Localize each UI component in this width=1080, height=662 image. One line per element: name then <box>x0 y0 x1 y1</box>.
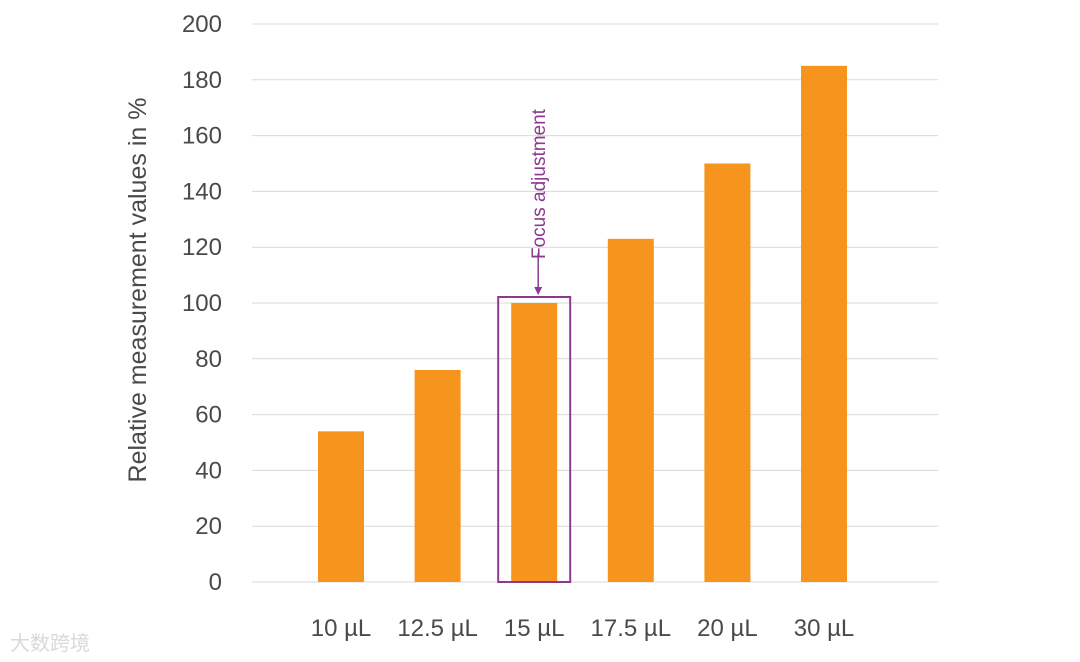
annotation: Focus adjustment <box>497 108 572 583</box>
y-tick-labels: 0 20 40 60 80 100 120 140 160 180 200 <box>182 11 222 596</box>
annotation-arrow-head <box>534 287 543 295</box>
y-tick-label: 60 <box>195 402 222 429</box>
bars <box>318 65 847 583</box>
y-tick-label: 180 <box>182 67 222 94</box>
y-tick-label: 20 <box>195 513 222 540</box>
watermark-text: 大数跨境 <box>10 631 90 655</box>
bar <box>511 303 558 582</box>
y-tick-label: 40 <box>195 457 222 484</box>
bar <box>414 369 461 582</box>
y-tick-label: 120 <box>182 234 222 261</box>
annotation-highlight-box <box>497 296 572 583</box>
y-tick-label: 200 <box>182 11 222 38</box>
y-tick-label: 140 <box>182 178 222 205</box>
bar <box>704 163 751 582</box>
y-tick-label: 160 <box>182 123 222 150</box>
x-category-label: 10 µL <box>311 615 372 642</box>
bar <box>318 431 364 582</box>
y-axis-title: Relative measurement values in % <box>124 98 152 483</box>
x-category-label: 17.5 µL <box>591 615 672 642</box>
x-category-labels: 10 µL 12.5 µL 15 µL 17.5 µL 20 µL 30 µL <box>311 615 855 642</box>
x-category-label: 15 µL <box>504 615 565 642</box>
x-category-label: 20 µL <box>697 615 758 642</box>
y-tick-label: 80 <box>195 346 222 373</box>
bar <box>607 238 654 582</box>
y-tick-label: 0 <box>209 569 222 596</box>
bar <box>801 65 847 583</box>
x-category-label: 30 µL <box>794 615 855 642</box>
watermark-logo: 大数跨境 <box>10 627 90 656</box>
y-tick-label: 100 <box>182 290 222 317</box>
x-category-label: 12.5 µL <box>397 615 478 642</box>
annotation-label: Focus adjustment <box>529 108 550 259</box>
